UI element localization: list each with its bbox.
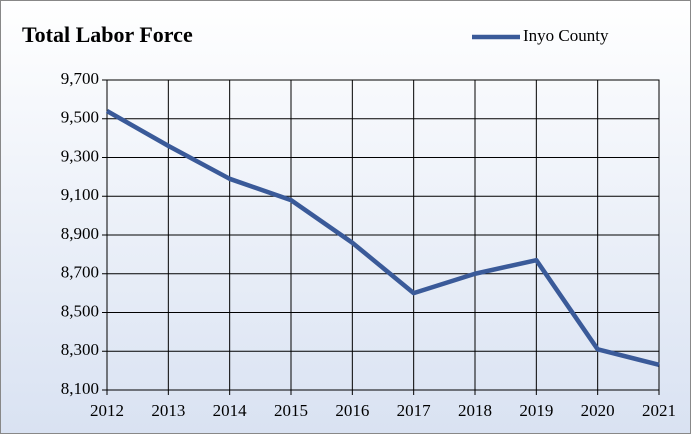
y-tick-label: 8,900 [61,224,99,243]
y-tick-label: 8,500 [61,301,99,320]
legend-label: Inyo County [523,26,609,45]
y-tick-label: 8,100 [61,379,99,398]
data-line [105,109,660,367]
y-tick-label: 9,500 [61,108,99,127]
y-tick-label: 9,100 [61,185,99,204]
x-tick-label: 2017 [397,401,432,420]
x-tick-label: 2015 [274,401,308,420]
x-tick-label: 2014 [213,401,248,420]
x-tick-label: 2020 [581,401,615,420]
y-tick-label: 8,300 [61,340,99,359]
plot-border [106,79,660,391]
x-tick-label: 2018 [458,401,492,420]
x-tick-label: 2016 [335,401,369,420]
y-tick-label: 9,700 [61,69,99,88]
x-tick-label: 2013 [151,401,185,420]
y-tick-label: 8,700 [61,263,99,282]
x-tick-label: 2019 [519,401,553,420]
x-tick-label: 2021 [642,401,676,420]
y-tick-label: 9,300 [61,146,99,165]
chart-title: Total Labor Force [22,22,193,47]
x-tick-label: 2012 [90,401,124,420]
